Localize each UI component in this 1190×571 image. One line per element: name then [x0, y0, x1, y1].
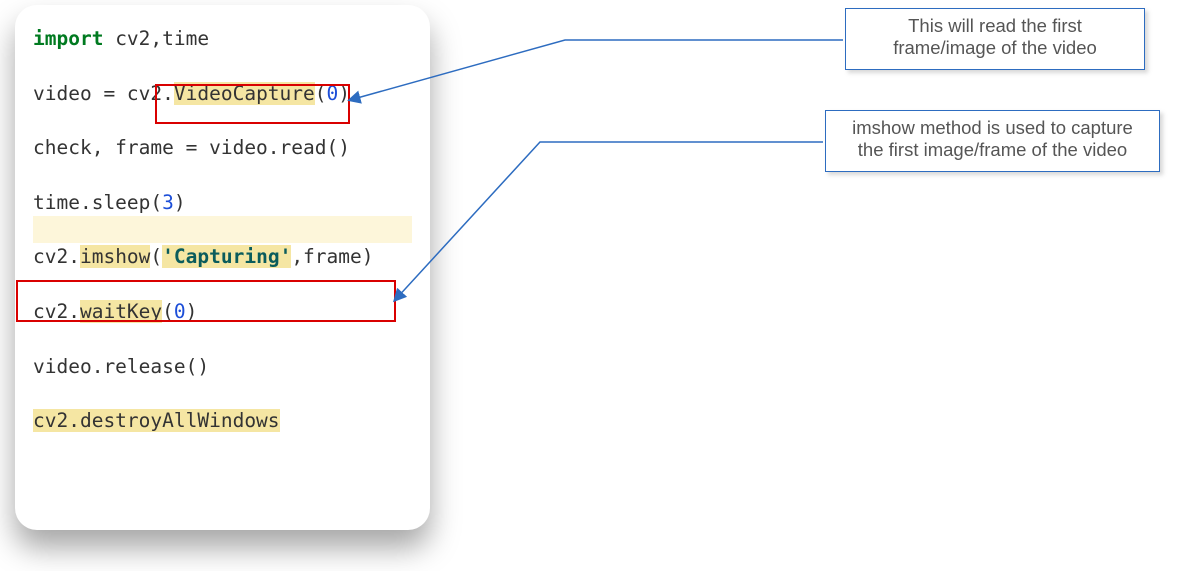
num-three: 3: [162, 191, 174, 214]
line-release: video.release(): [33, 355, 209, 378]
callout2-line2: the first image/frame of the video: [858, 139, 1127, 160]
callout-imshow: imshow method is used to capture the fir…: [825, 110, 1160, 172]
hl-imshow: imshow: [80, 245, 150, 268]
str-capturing: 'Capturing': [162, 245, 291, 268]
hl-destroy: cv2.destroyAllWindows: [33, 409, 280, 432]
text-rparen2: ): [174, 191, 186, 214]
cursor-line: [33, 216, 412, 243]
text-video-eq: video = cv2.: [33, 82, 174, 105]
redbox-videocapture: [155, 84, 350, 124]
callout2-line1: imshow method is used to capture: [852, 117, 1133, 138]
callout1-line1: This will read the first: [908, 15, 1082, 36]
callout1-line2: frame/image of the video: [893, 37, 1097, 58]
text-commaframe: ,frame): [291, 245, 373, 268]
text-lparen2: (: [150, 245, 162, 268]
callout-videocapture: This will read the first frame/image of …: [845, 8, 1145, 70]
arrow-to-imshow: [395, 142, 823, 300]
redbox-imshow: [16, 280, 396, 322]
text-cv2time: cv2,time: [103, 27, 209, 50]
line-check: check, frame = video.read(): [33, 136, 350, 159]
keyword-import: import: [33, 27, 103, 50]
text-cv2dot: cv2.: [33, 245, 80, 268]
text-timesleep: time.sleep(: [33, 191, 162, 214]
